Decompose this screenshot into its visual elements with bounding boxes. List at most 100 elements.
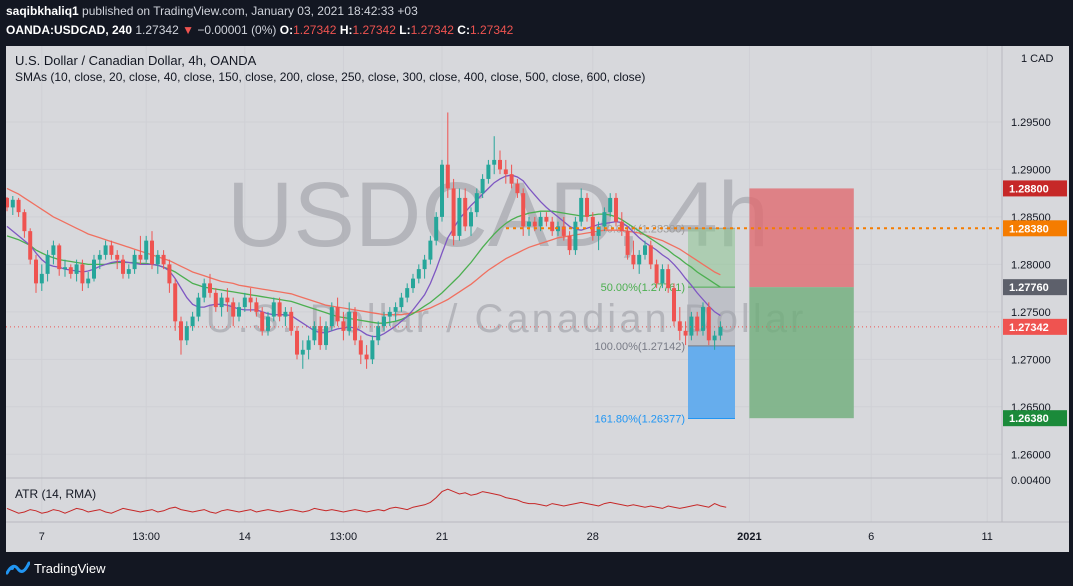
candle-body (701, 307, 705, 331)
fib-extension[interactable]: 0.00%(1.28380)50.00%(1.27761)100.00%(1.2… (594, 223, 735, 425)
ohlc-high-value: 1.27342 (352, 23, 396, 37)
candle-body (619, 221, 624, 232)
candle-body (202, 283, 207, 298)
time-tick-label: 6 (868, 531, 874, 543)
symbol-label[interactable]: OANDA:USDCAD, 240 (6, 23, 133, 37)
candle-body (561, 226, 566, 236)
fib-zone-100-161 (688, 345, 735, 419)
time-tick-label: 28 (587, 531, 599, 543)
candle-body (498, 159, 502, 170)
price-tick-label: 1.26000 (1011, 449, 1051, 461)
fib-zone-0-50 (688, 228, 735, 288)
candle-body (306, 340, 311, 350)
footer-brand[interactable]: TradingView (34, 561, 106, 576)
fib-level-label: 100.00%(1.27142) (594, 341, 685, 353)
fib-zone-50-100 (688, 287, 735, 346)
candle-body (596, 226, 601, 236)
candle-body (115, 254, 120, 260)
candle-body (695, 316, 700, 331)
candle-body (445, 164, 450, 189)
candle-body (179, 321, 183, 341)
candle-body (474, 193, 479, 213)
take-profit-zone (749, 287, 854, 419)
time-tick-label: 11 (981, 531, 992, 543)
candle-body (637, 254, 642, 265)
atr-tick-label: 0.00400 (1011, 475, 1051, 487)
sma-legend[interactable]: SMAs (10, close, 20, close, 40, close, 1… (15, 70, 646, 84)
candle-body (86, 278, 91, 284)
price-axis[interactable]: 1 CAD1.295001.290001.285001.280001.27500… (1001, 46, 1069, 552)
candle-body (190, 316, 195, 327)
candle-body (527, 221, 531, 227)
atr-legend[interactable]: ATR (14, RMA) (15, 487, 97, 501)
candle-body (248, 297, 253, 303)
candle-body (150, 240, 154, 265)
time-tick-label: 14 (239, 531, 251, 543)
fib-level-label: 50.00%(1.27761) (601, 282, 685, 294)
candle-body (672, 288, 676, 322)
candle-body (706, 307, 711, 341)
candle-body (219, 297, 224, 308)
candle-body (509, 174, 514, 184)
candle-body (718, 326, 723, 336)
candle-body (45, 254, 50, 274)
candle-body (312, 326, 317, 341)
candle-body (521, 193, 526, 227)
sma-lines (6, 174, 721, 338)
candle-body (155, 254, 160, 265)
candle-body (16, 199, 21, 213)
candle-body (324, 326, 328, 346)
candle-body (277, 302, 282, 317)
candle-body (68, 267, 73, 274)
atr-pane (6, 488, 727, 514)
candle-body (97, 254, 102, 260)
last-price: 1.27342 (135, 23, 179, 37)
candle-body (161, 254, 166, 265)
candle-body (242, 297, 247, 308)
time-tick-label: 21 (436, 531, 448, 543)
candle-body (486, 164, 491, 179)
candle-body (318, 326, 323, 346)
candle-body (28, 231, 33, 260)
candle-body (677, 321, 682, 331)
candle-body (121, 259, 125, 274)
candle-body (434, 216, 439, 241)
price-tick-label: 1.27500 (1011, 307, 1051, 319)
candle-body (173, 283, 178, 322)
chart-title: U.S. Dollar / Canadian Dollar, 4h, OANDA (15, 53, 257, 68)
price-tick-label: 1.29000 (1011, 164, 1051, 176)
price-lines (6, 227, 1002, 328)
price-badge (1003, 410, 1067, 427)
price-badge-label: 1.28380 (1009, 223, 1049, 235)
footer-bar: TradingView (0, 552, 1073, 586)
chart-pane[interactable]: USDCAD, 4h U.S. Dollar / Canadian Dollar… (6, 46, 1069, 552)
publisher-name[interactable]: saqibkhaliq1 (6, 4, 79, 18)
short-position-tool[interactable] (749, 188, 854, 419)
candle-body (6, 197, 9, 208)
candle-body (74, 264, 79, 274)
stop-loss-zone (749, 188, 854, 288)
candle-body (422, 259, 427, 270)
candle-body (567, 235, 572, 251)
candle-body (329, 307, 334, 327)
candle-body (341, 321, 346, 331)
candle-body (492, 159, 497, 165)
candle-body (295, 330, 299, 355)
candle-body (376, 326, 381, 341)
candle-body (712, 335, 717, 341)
candle-body (544, 216, 549, 222)
price-badge-label: 1.27760 (1009, 282, 1049, 294)
candle-body (138, 254, 143, 260)
sma-slow-line (6, 187, 721, 316)
price-change: −0.00001 (0%) (197, 23, 277, 37)
price-chart[interactable]: USDCAD, 4h U.S. Dollar / Canadian Dollar… (6, 46, 1069, 552)
candle-body (254, 302, 259, 312)
time-axis[interactable]: 7 13:00 14 13:00 21 28 2021 6 11 (6, 521, 1069, 543)
candle-body (63, 267, 67, 270)
watermark-symbol: USDCAD, 4h (227, 164, 769, 266)
price-tick-label: 1.29500 (1011, 117, 1051, 129)
sma-fast-line (6, 174, 721, 338)
candle-body (411, 278, 415, 289)
publish-header: saqibkhaliq1 published on TradingView.co… (0, 0, 1073, 42)
fib-level-label: 161.80%(1.26377) (594, 413, 685, 425)
